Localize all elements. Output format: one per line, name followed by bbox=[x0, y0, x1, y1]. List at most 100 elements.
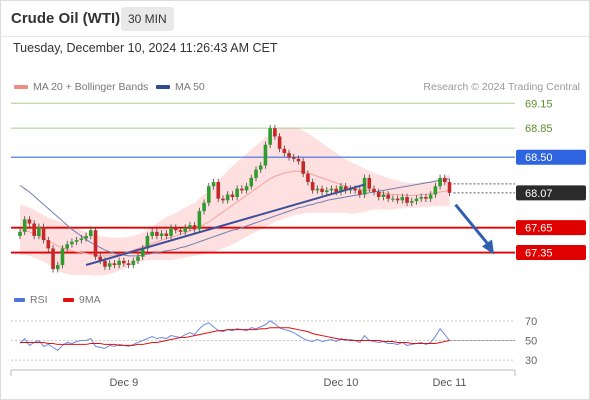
candle-body bbox=[310, 182, 315, 191]
legend-ma20-label: MA 20 + Bollinger Bands bbox=[33, 81, 149, 93]
candle-body bbox=[315, 188, 320, 191]
candle-body bbox=[428, 194, 433, 199]
rsi-tick-label: 30 bbox=[525, 355, 537, 367]
candle-body bbox=[291, 157, 296, 159]
level-label: 68.85 bbox=[525, 123, 553, 135]
ma9-swatch bbox=[63, 298, 74, 303]
candle-body bbox=[438, 177, 442, 187]
candle-body bbox=[268, 128, 272, 145]
candle-body bbox=[46, 240, 51, 249]
candle-body bbox=[164, 233, 169, 236]
candle-body bbox=[117, 260, 121, 265]
candle-body bbox=[183, 227, 187, 232]
candle-body bbox=[98, 256, 103, 261]
research-credit: Research © 2024 Trading Central bbox=[423, 81, 580, 93]
candle-body bbox=[192, 225, 197, 230]
candle-body bbox=[173, 227, 178, 231]
candle-body bbox=[447, 182, 452, 193]
current-price-label: 68.07 bbox=[525, 188, 553, 200]
candle-body bbox=[197, 211, 202, 230]
candle-body bbox=[230, 194, 235, 197]
candle-body bbox=[122, 260, 126, 264]
candle-body bbox=[107, 263, 112, 267]
candle-body bbox=[235, 188, 239, 197]
candle-body bbox=[178, 230, 183, 232]
legend-rsi: RSI bbox=[14, 294, 48, 306]
candle-body bbox=[334, 188, 339, 193]
candle-body bbox=[325, 190, 329, 193]
projection-arrow-head bbox=[482, 239, 494, 255]
candle-body bbox=[155, 231, 159, 236]
trendline bbox=[85, 183, 365, 266]
candle-body bbox=[395, 198, 400, 201]
candle-body bbox=[150, 231, 154, 236]
candle-body bbox=[414, 198, 419, 202]
candle-body bbox=[320, 188, 324, 193]
candle-body bbox=[249, 177, 254, 187]
candle-body bbox=[306, 173, 310, 183]
candle-body bbox=[188, 225, 192, 228]
candle-body bbox=[103, 260, 107, 267]
candle-body bbox=[273, 128, 277, 137]
ma20-swatch bbox=[14, 85, 28, 90]
candle-body bbox=[136, 256, 140, 261]
candle-body bbox=[70, 241, 74, 245]
candle-body bbox=[343, 186, 348, 191]
support-label: 67.65 bbox=[525, 223, 553, 235]
legend-9ma: 9MA bbox=[63, 294, 101, 306]
candle-body bbox=[89, 230, 93, 236]
legend-rsi-label: RSI bbox=[30, 294, 48, 306]
candle-body bbox=[287, 153, 291, 158]
bollinger-band-area bbox=[20, 127, 450, 276]
x-tick-label: Dec 9 bbox=[109, 377, 138, 389]
candle-body bbox=[37, 226, 41, 236]
candle-body bbox=[131, 260, 136, 265]
candle-body bbox=[367, 177, 372, 189]
candle-body bbox=[74, 240, 79, 242]
rsi-line bbox=[19, 320, 450, 351]
pivot-label: 68.50 bbox=[525, 152, 553, 164]
support-label-box bbox=[516, 220, 586, 236]
candle-body bbox=[140, 248, 145, 257]
candle-body bbox=[409, 201, 414, 203]
candle-body bbox=[240, 188, 244, 191]
header-bar: Crude Oil (WTI) 30 MIN bbox=[0, 0, 590, 37]
candle-body bbox=[263, 144, 268, 166]
candle-body bbox=[221, 198, 225, 201]
candle-body bbox=[79, 238, 84, 241]
candle-body bbox=[282, 148, 287, 154]
candle-body bbox=[32, 223, 36, 236]
timeframe-button[interactable]: 30 MIN bbox=[121, 7, 174, 31]
candle-body bbox=[145, 235, 150, 249]
candle-body bbox=[225, 194, 230, 201]
legend-ma50: MA 50 bbox=[156, 81, 205, 93]
candle-body bbox=[211, 182, 216, 187]
rsi-tick-label: 70 bbox=[525, 316, 537, 328]
pivot-label-box bbox=[516, 149, 586, 165]
level-label: 69.15 bbox=[525, 98, 553, 110]
candle-body bbox=[51, 248, 55, 270]
candle-body bbox=[339, 186, 343, 193]
candle-body bbox=[244, 186, 249, 191]
candle-body bbox=[22, 219, 27, 232]
current-price-box bbox=[516, 185, 586, 201]
candle-body bbox=[27, 219, 32, 224]
candle-body bbox=[159, 233, 164, 236]
candle-body bbox=[391, 198, 395, 200]
candle-body bbox=[202, 202, 206, 212]
legend-ma20: MA 20 + Bollinger Bands bbox=[14, 81, 148, 93]
ma20-line bbox=[20, 170, 450, 257]
candle-body bbox=[55, 265, 60, 270]
candle-body bbox=[386, 194, 390, 199]
candle-body bbox=[419, 197, 423, 199]
candle-body bbox=[126, 263, 131, 265]
candle-body bbox=[112, 263, 117, 265]
support-label: 67.35 bbox=[525, 248, 553, 260]
support-label-box bbox=[516, 245, 586, 261]
candle-body bbox=[169, 227, 173, 236]
ma50-swatch bbox=[156, 85, 170, 90]
candle-body bbox=[381, 194, 386, 197]
candle-body bbox=[60, 248, 65, 265]
x-tick-label: Dec 10 bbox=[324, 377, 359, 389]
